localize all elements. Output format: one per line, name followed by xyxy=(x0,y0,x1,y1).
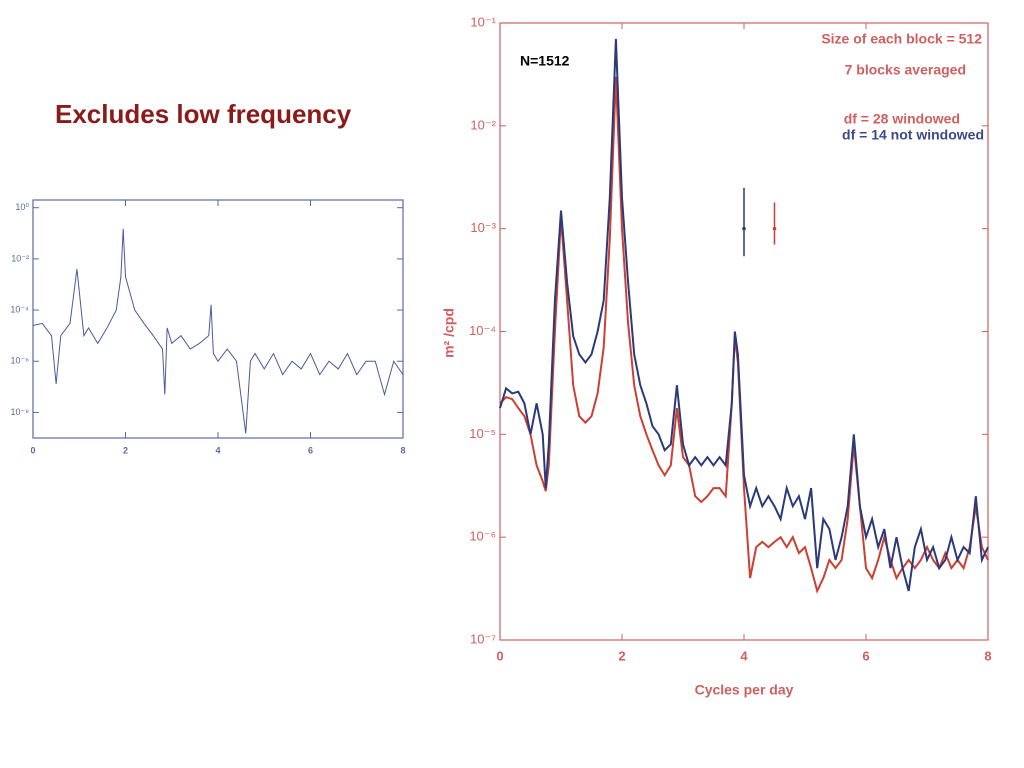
x-tick-label: 6 xyxy=(862,648,869,663)
annotation: df = 28 windowed xyxy=(844,111,960,127)
annotation: 7 blocks averaged xyxy=(845,62,966,78)
annotation: Size of each block = 512 xyxy=(821,31,982,47)
y-axis-label: m² /cpd xyxy=(441,308,457,358)
x-tick-label: 4 xyxy=(740,648,748,663)
y-tick-label: 10⁻¹ xyxy=(470,14,496,29)
x-tick-label: 2 xyxy=(618,648,625,663)
x-tick-label: 0 xyxy=(496,648,503,663)
x-tick-label: 0 xyxy=(30,445,35,455)
y-tick-label: 10⁻² xyxy=(470,117,496,132)
x-axis-label: Cycles per day xyxy=(695,682,794,698)
y-tick-label: 10⁻⁴ xyxy=(10,304,29,314)
y-tick-label: 10⁻³ xyxy=(470,220,496,235)
y-tick-label: 10⁻⁵ xyxy=(469,426,496,441)
x-tick-label: 2 xyxy=(123,445,128,455)
x-tick-label: 8 xyxy=(984,648,991,663)
y-tick-label: 10⁻⁶ xyxy=(11,356,30,366)
y-tick-label: 10⁻⁷ xyxy=(470,631,496,646)
x-tick-label: 8 xyxy=(400,445,405,455)
y-tick-label: 10⁻⁴ xyxy=(469,323,496,338)
error-bar-center xyxy=(742,226,746,231)
slide-title: Excludes low frequency xyxy=(55,99,352,129)
y-tick-label: 10⁻⁸ xyxy=(10,407,29,417)
plot-frame xyxy=(32,199,404,439)
series-line xyxy=(32,228,404,434)
x-tick-label: 6 xyxy=(308,445,313,455)
series-line xyxy=(499,38,989,592)
error-bar-center xyxy=(772,226,777,231)
annotation: df = 14 not windowed xyxy=(842,127,984,143)
y-tick-label: 10⁻² xyxy=(11,253,29,263)
annotation: N=1512 xyxy=(520,53,570,69)
y-tick-label: 10⁰ xyxy=(15,202,29,212)
x-tick-label: 4 xyxy=(215,445,220,455)
y-tick-label: 10⁻⁶ xyxy=(469,529,496,544)
